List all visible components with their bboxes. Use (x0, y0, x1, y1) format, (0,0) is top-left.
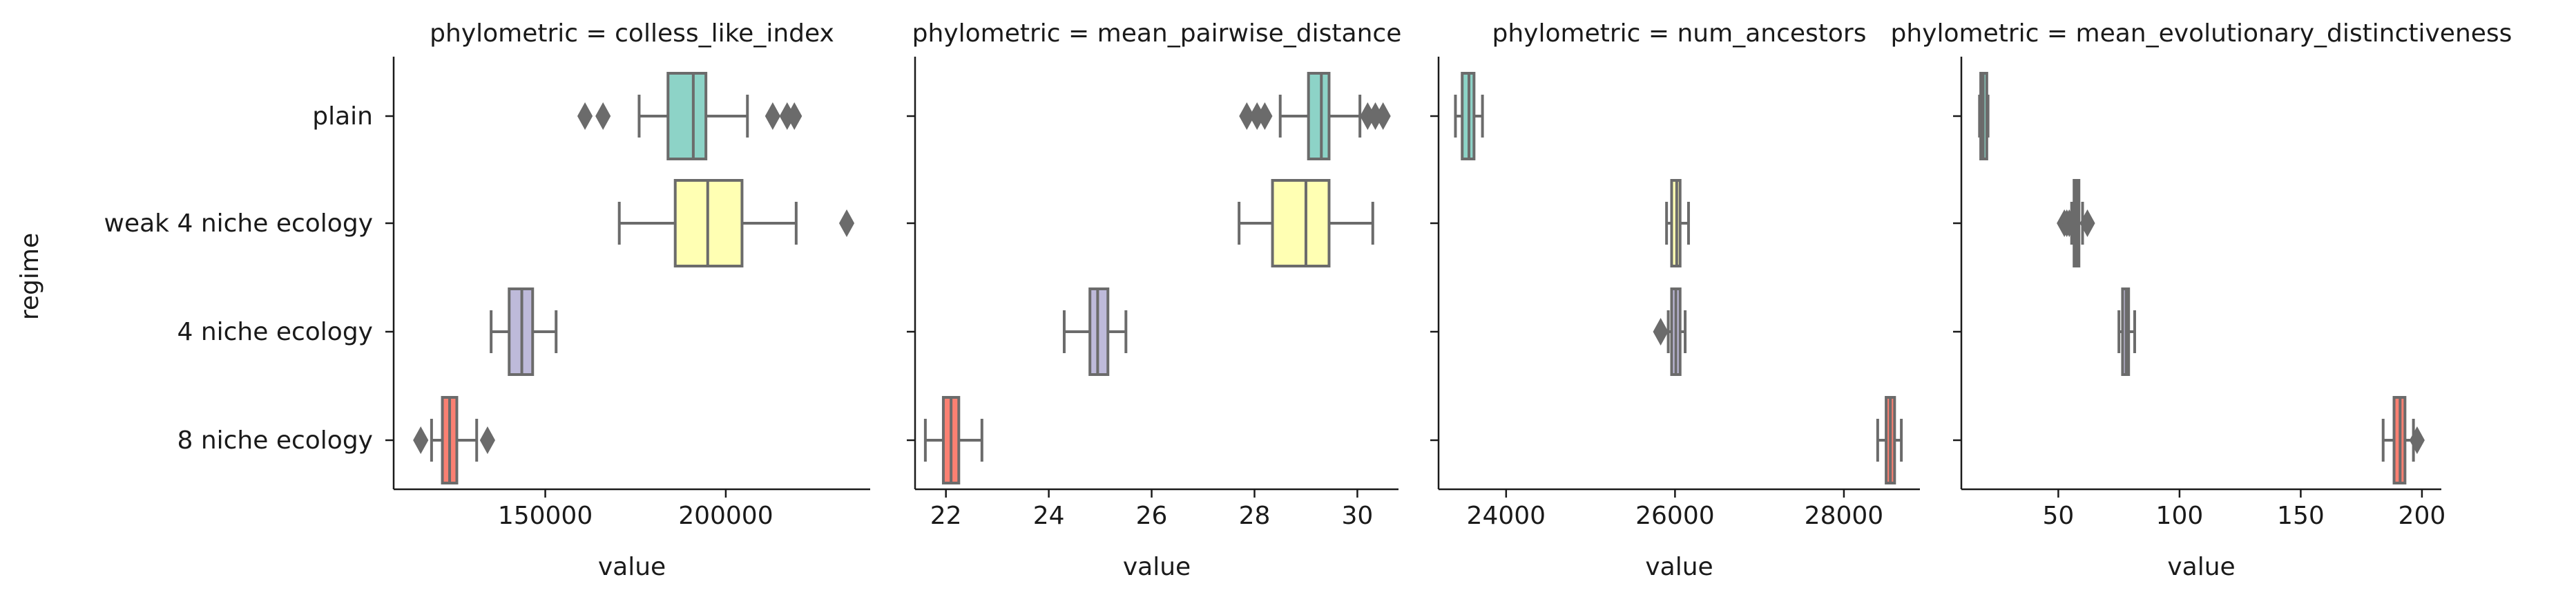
x-axis-label: value (1123, 553, 1191, 581)
outlier-point (2061, 209, 2077, 238)
y-tick-label: weak 4 niche ecology (104, 209, 373, 238)
y-axis-label: regime (16, 233, 44, 320)
facet-title: phylometric = mean_evolutionary_distinct… (1891, 19, 2512, 48)
x-tick-label: 100 (2156, 502, 2204, 530)
box-iqr (666, 72, 708, 160)
y-tick-label: plain (312, 102, 373, 131)
x-tick-label: 150000 (498, 502, 593, 530)
x-tick-label: 150 (2277, 502, 2325, 530)
outlier-point (2079, 209, 2095, 238)
facet-title: phylometric = num_ancestors (1492, 19, 1867, 48)
outlier-point (1653, 317, 1669, 346)
x-tick-label: 200000 (678, 502, 773, 530)
outlier-point (1375, 102, 1391, 131)
outlier-point (1257, 102, 1273, 131)
x-tick-label: 28 (1239, 502, 1271, 530)
outlier-point (479, 426, 495, 455)
outlier-point (765, 102, 780, 131)
x-tick-label: 30 (1342, 502, 1374, 530)
x-tick-label: 24 (1033, 502, 1065, 530)
outlier-point (838, 209, 855, 238)
x-tick-label: 200 (2399, 502, 2446, 530)
x-axis-label: value (2167, 553, 2235, 581)
box-iqr (1307, 72, 1331, 160)
x-tick-label: 26000 (1635, 502, 1715, 530)
x-tick-label: 22 (930, 502, 962, 530)
outlier-point (595, 102, 611, 131)
x-axis-label: value (1645, 553, 1713, 581)
outlier-point (2409, 426, 2425, 455)
x-tick-label: 24000 (1467, 502, 1546, 530)
box-iqr (1271, 179, 1331, 267)
y-tick-label: 8 niche ecology (177, 426, 373, 455)
outlier-point (1239, 102, 1255, 131)
outlier-point (577, 102, 593, 131)
x-tick-label: 26 (1136, 502, 1168, 530)
outlier-point (413, 426, 429, 455)
x-tick-label: 50 (2042, 502, 2074, 530)
x-tick-label: 28000 (1805, 502, 1884, 530)
x-axis-label: value (598, 553, 666, 581)
facet-title: phylometric = colless_like_index (430, 19, 834, 48)
outlier-point (787, 102, 802, 131)
facet-title: phylometric = mean_pairwise_distance (912, 19, 1402, 48)
y-tick-label: 4 niche ecology (177, 318, 373, 346)
